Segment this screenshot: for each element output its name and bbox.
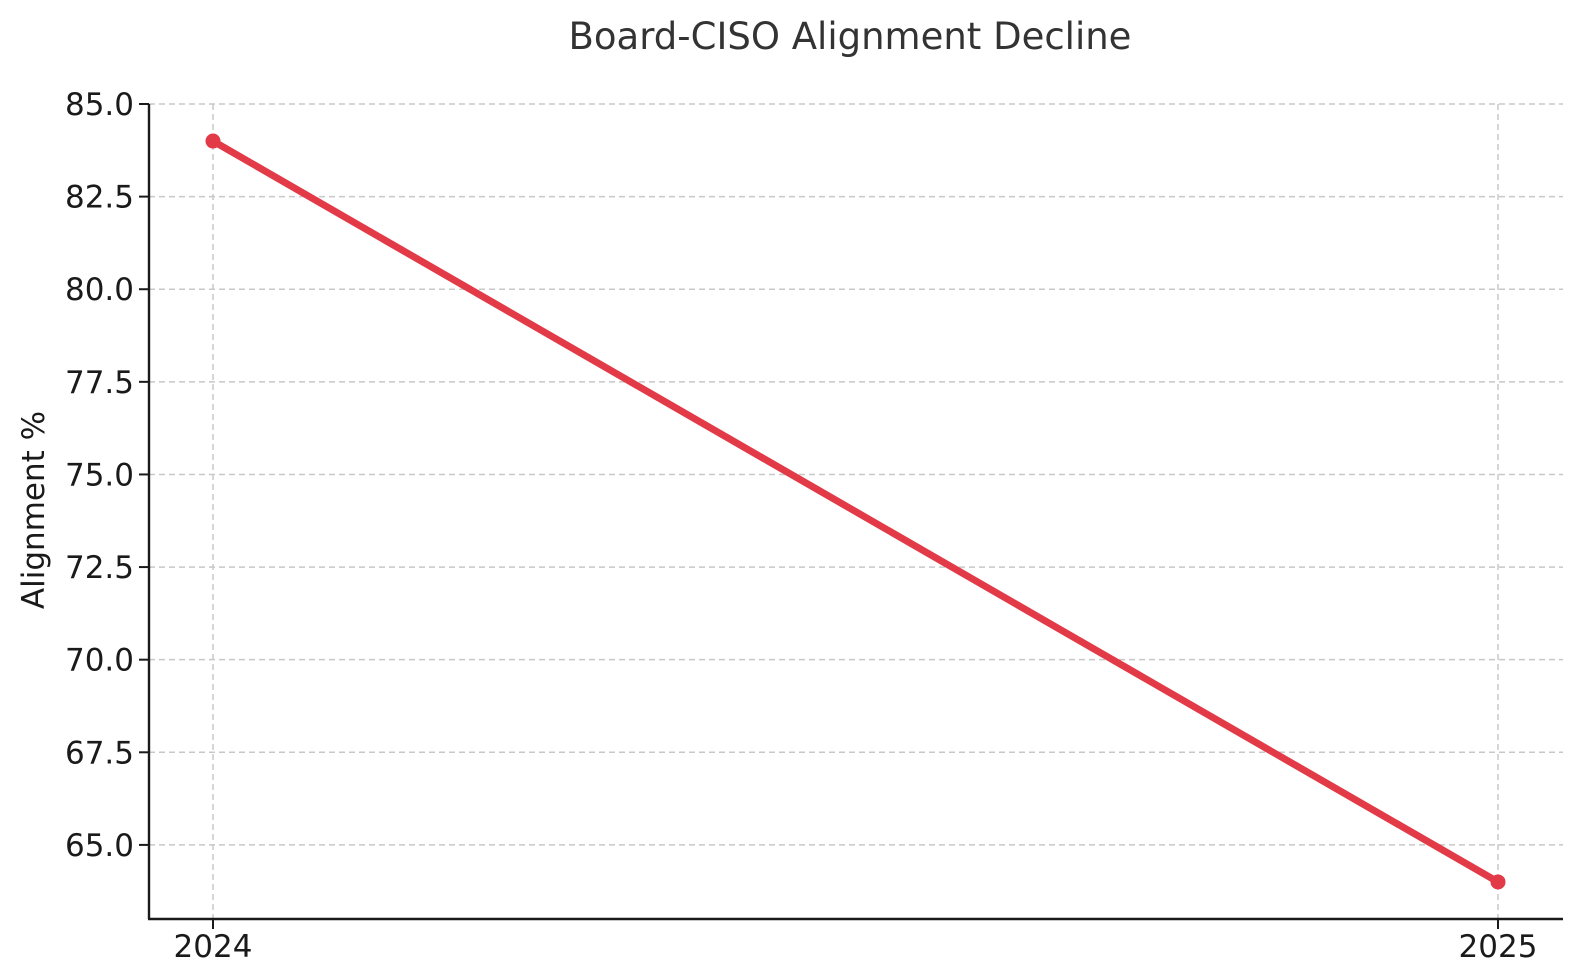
y-tick-label: 67.5 <box>65 735 134 771</box>
y-tick-label: 75.0 <box>65 457 134 493</box>
y-gridlines <box>149 103 1563 846</box>
x-gridlines <box>212 104 1499 919</box>
y-axis-label: Alignment % <box>16 411 52 609</box>
x-tick-label: 2024 <box>174 929 253 965</box>
y-tick-label: 85.0 <box>65 87 134 123</box>
y-axis-ticks: 65.0 67.5 70.0 72.5 75.0 77.5 80.0 82.5 85.0 <box>65 87 149 864</box>
chart-title: Board-CISO Alignment Decline <box>569 15 1132 58</box>
y-tick-label: 77.5 <box>65 365 134 401</box>
data-point <box>205 133 221 149</box>
y-tick-label: 70.0 <box>65 643 134 679</box>
y-tick-label: 82.5 <box>65 180 134 216</box>
y-tick-label: 72.5 <box>65 550 134 586</box>
x-axis-ticks: 2024 2025 <box>174 919 1538 965</box>
y-tick-label: 80.0 <box>65 272 134 308</box>
series-line <box>209 137 1502 886</box>
y-tick-label: 65.0 <box>65 828 134 864</box>
data-point <box>1490 874 1506 890</box>
x-tick-label: 2025 <box>1459 929 1538 965</box>
series-layer <box>205 133 1506 890</box>
